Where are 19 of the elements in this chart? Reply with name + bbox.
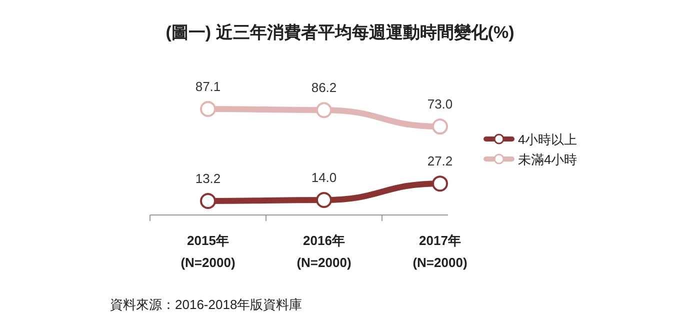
point <box>432 176 448 192</box>
point <box>432 118 448 135</box>
x-tick-label: 2015年 (N=2000) <box>180 233 236 270</box>
point <box>200 193 216 209</box>
x-tick-label: 2017年 (N=2000) <box>412 233 468 270</box>
data-label: 13.2 <box>195 171 221 186</box>
data-label: 87.1 <box>195 79 221 94</box>
legend-label: 4小時以上 <box>518 132 578 147</box>
data-label: 27.2 <box>427 154 453 169</box>
chart-title: (圖一) 近三年消費者平均每週運動時間變化(%) <box>166 23 514 42</box>
point <box>316 102 332 118</box>
point <box>200 101 216 117</box>
source-note: 資料來源：2016-2018年版資料庫 <box>110 297 302 312</box>
data-label: 86.2 <box>311 80 337 96</box>
data-label: 73.0 <box>427 96 453 112</box>
legend-label: 未滿4小時 <box>518 152 578 167</box>
point <box>316 192 332 208</box>
x-tick-label: 2016年 (N=2000) <box>296 233 352 270</box>
data-label: 14.0 <box>311 170 337 186</box>
